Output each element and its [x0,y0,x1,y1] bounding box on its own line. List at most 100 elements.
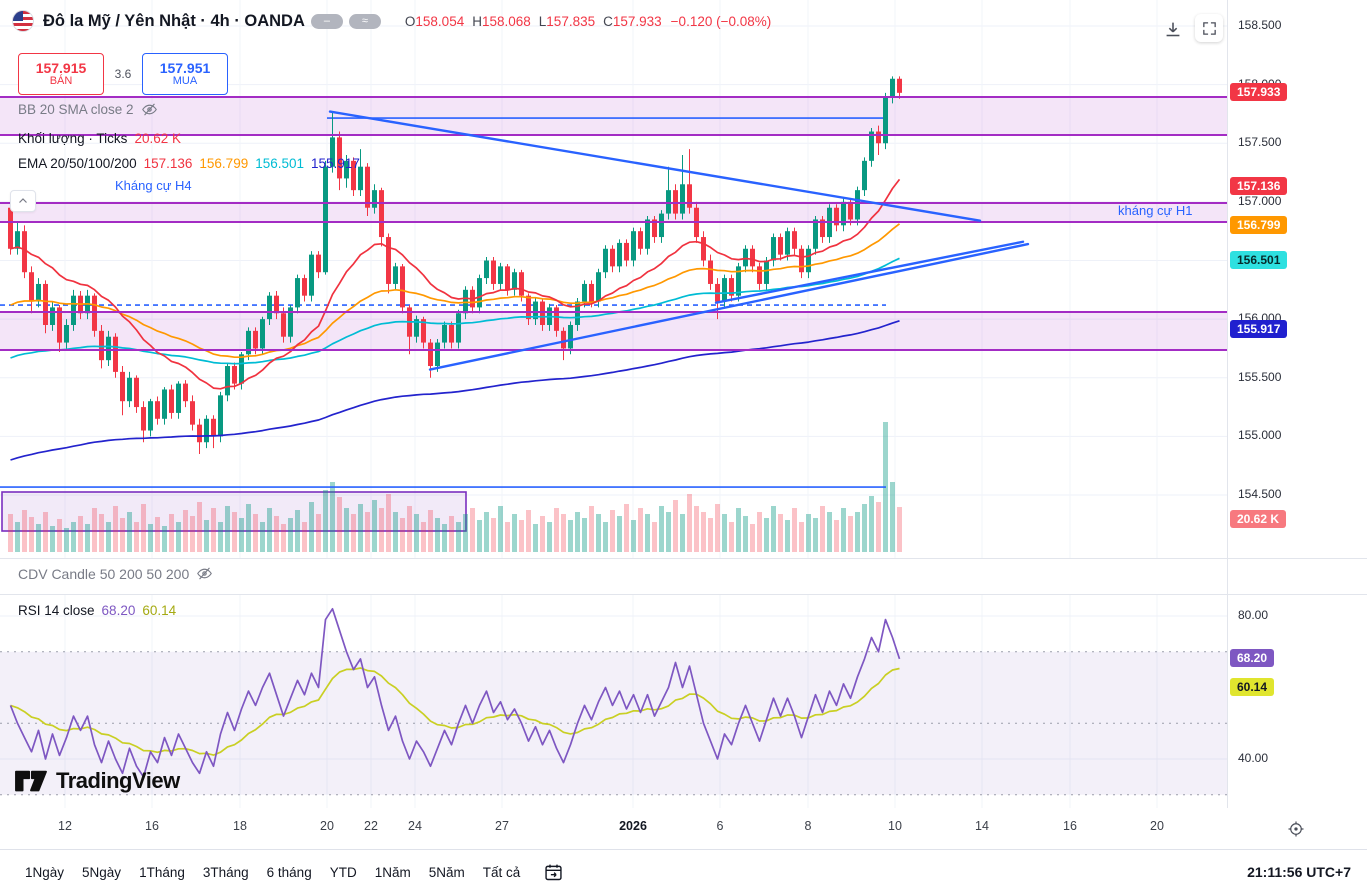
band-borders [0,96,1227,351]
fullscreen-icon[interactable] [1195,14,1223,42]
time-tick: 27 [495,819,509,833]
sell-price: 157.915 [35,60,87,76]
bottom-toolbar: 1Ngày 5Ngày 1Tháng 3Tháng 6 tháng YTD 1Năm 5Năm… [0,849,1367,894]
buy-button[interactable]: 157.951 MUA [142,53,228,95]
download-icon[interactable] [1160,17,1186,43]
price-tick: 155.000 [1238,428,1282,443]
symbol-title[interactable]: Đô la Mỹ / Yên Nhật · 4h · OANDA [43,11,305,30]
resistance-h4-label[interactable]: Kháng cự H4 [115,178,192,193]
time-axis[interactable]: 12 16 18 20 22 24 27 2026 6 8 10 14 16 20 [0,808,1367,849]
support-resistance-bands [0,97,1227,532]
range-button[interactable]: 6 tháng [258,859,321,886]
ohlc-high-label: H [472,13,482,29]
range-button[interactable]: 1Ngày [16,859,73,886]
sell-label: BÁN [49,75,73,87]
ema100-value: 156.501 [255,156,305,171]
price-label: 156.799 [1230,216,1288,235]
rsi-tick: 40.00 [1238,751,1269,765]
ema20-value: 157.136 [143,156,193,171]
time-tick: 8 [804,819,812,833]
time-tick: 2026 [619,819,647,833]
range-button[interactable]: Tất cả [474,859,530,886]
buy-price: 157.951 [159,60,211,76]
range-button[interactable]: 5Năm [420,859,474,886]
range-button[interactable]: 3Tháng [194,859,258,886]
price-tick: 154.500 [1238,487,1282,501]
pane-separator[interactable] [0,594,1367,595]
spread-value: 3.6 [114,67,132,81]
range-button[interactable]: 1Năm [366,859,420,886]
minus-badge-icon[interactable]: – [310,13,343,29]
ohlc-low-label: L [538,13,547,29]
price-tick: 157.000 [1238,193,1282,208]
ohlc-values: O 158.054 H 158.068 L 157.835 C 157.933 −0.1… [397,14,771,29]
time-tick: 18 [233,819,247,833]
legend-ema[interactable]: EMA 20/50/100/200 157.136 156.799 156.50… [18,156,360,171]
grid [0,0,1227,558]
time-tick: 22 [364,819,378,833]
sell-button[interactable]: 157.915 BÁN [18,53,104,95]
price-change: −0.120 (−0.08%) [670,13,772,29]
pane-collapse-button[interactable] [10,190,36,212]
ema-legend-label: EMA 20/50/100/200 [18,156,137,171]
resistance-h1-label[interactable]: kháng cự H1 [1118,203,1193,218]
price-label: 157.933 [1230,83,1288,102]
legend-rsi[interactable]: RSI 14 close 68.20 60.14 [18,603,176,618]
main-price-chart[interactable] [0,0,1227,558]
ohlc-high: 158.068 [481,13,531,29]
volume-legend-label: Khối lượng · Ticks [18,131,128,146]
range-button[interactable]: 1Tháng [130,859,194,886]
buy-label: MUA [172,75,198,87]
rsi-value: 68.20 [101,603,136,618]
legend-volume[interactable]: Khối lượng · Ticks 20.62 K [18,131,181,146]
pane-separator[interactable] [0,558,1367,559]
time-tick: 12 [58,819,72,833]
time-tick: 24 [408,819,422,833]
go-to-date-icon[interactable] [541,860,566,885]
order-widget: 157.915 BÁN 3.6 157.951 MUA [18,53,228,95]
price-label: 156.501 [1230,251,1288,270]
rsi-tick: 80.00 [1238,608,1269,622]
trendlines [328,110,1030,371]
volume-legend-value: 20.62 K [134,131,181,146]
cdv-legend-label: CDV Candle 50 200 50 200 [18,565,190,582]
rsi-legend-label: RSI 14 close [18,603,95,618]
time-tick: 20 [320,819,334,833]
range-selector: 1Ngày 5Ngày 1Tháng 3Tháng 6 tháng YTD 1Năm 5Năm… [16,859,529,886]
ohlc-close: 157.933 [612,13,662,29]
range-button[interactable]: 5Ngày [73,859,130,886]
rsi-label: 68.20 [1230,649,1275,668]
rsi-pane-chart[interactable] [0,594,1227,808]
price-axis-separator [1227,0,1228,848]
price-axis[interactable]: 158.500158.000157.500157.000156.500156.0… [1228,0,1367,848]
price-tick: 158.500 [1238,18,1282,32]
rsi-grid [0,594,1227,808]
eye-off-icon[interactable] [141,101,158,118]
candles [8,76,902,454]
chart-header: Đô la Mỹ / Yên Nhật · 4h · OANDA – ≈ O 15… [12,10,771,32]
time-tick: 20 [1150,819,1164,833]
rsi-smooth-value: 60.14 [142,603,177,618]
tradingview-logo[interactable]: TradingView [14,766,180,796]
clock[interactable]: 21:11:56 UTC+7 [1247,864,1351,880]
time-tick: 16 [145,819,159,833]
scale-settings-icon[interactable] [1285,818,1307,840]
time-tick: 10 [888,819,902,833]
price-tick: 155.500 [1238,369,1282,384]
symbol-flag-icon[interactable] [12,10,34,32]
eye-off-icon[interactable] [196,565,213,582]
tradingview-logo-text: TradingView [56,768,180,793]
legend-bb[interactable]: BB 20 SMA close 2 [18,101,158,118]
time-tick: 6 [716,819,724,833]
wave-badge-icon[interactable]: ≈ [348,13,381,29]
ohlc-open-label: O [404,13,416,29]
range-button[interactable]: YTD [321,859,366,886]
ohlc-close-label: C [603,13,613,29]
legend-cdv[interactable]: CDV Candle 50 200 50 200 [18,565,213,582]
ohlc-open: 158.054 [415,13,465,29]
price-label: 20.62 K [1230,510,1287,528]
rsi-lines [9,607,901,778]
price-label: 157.136 [1230,176,1288,195]
price-label: 155.917 [1230,319,1288,338]
